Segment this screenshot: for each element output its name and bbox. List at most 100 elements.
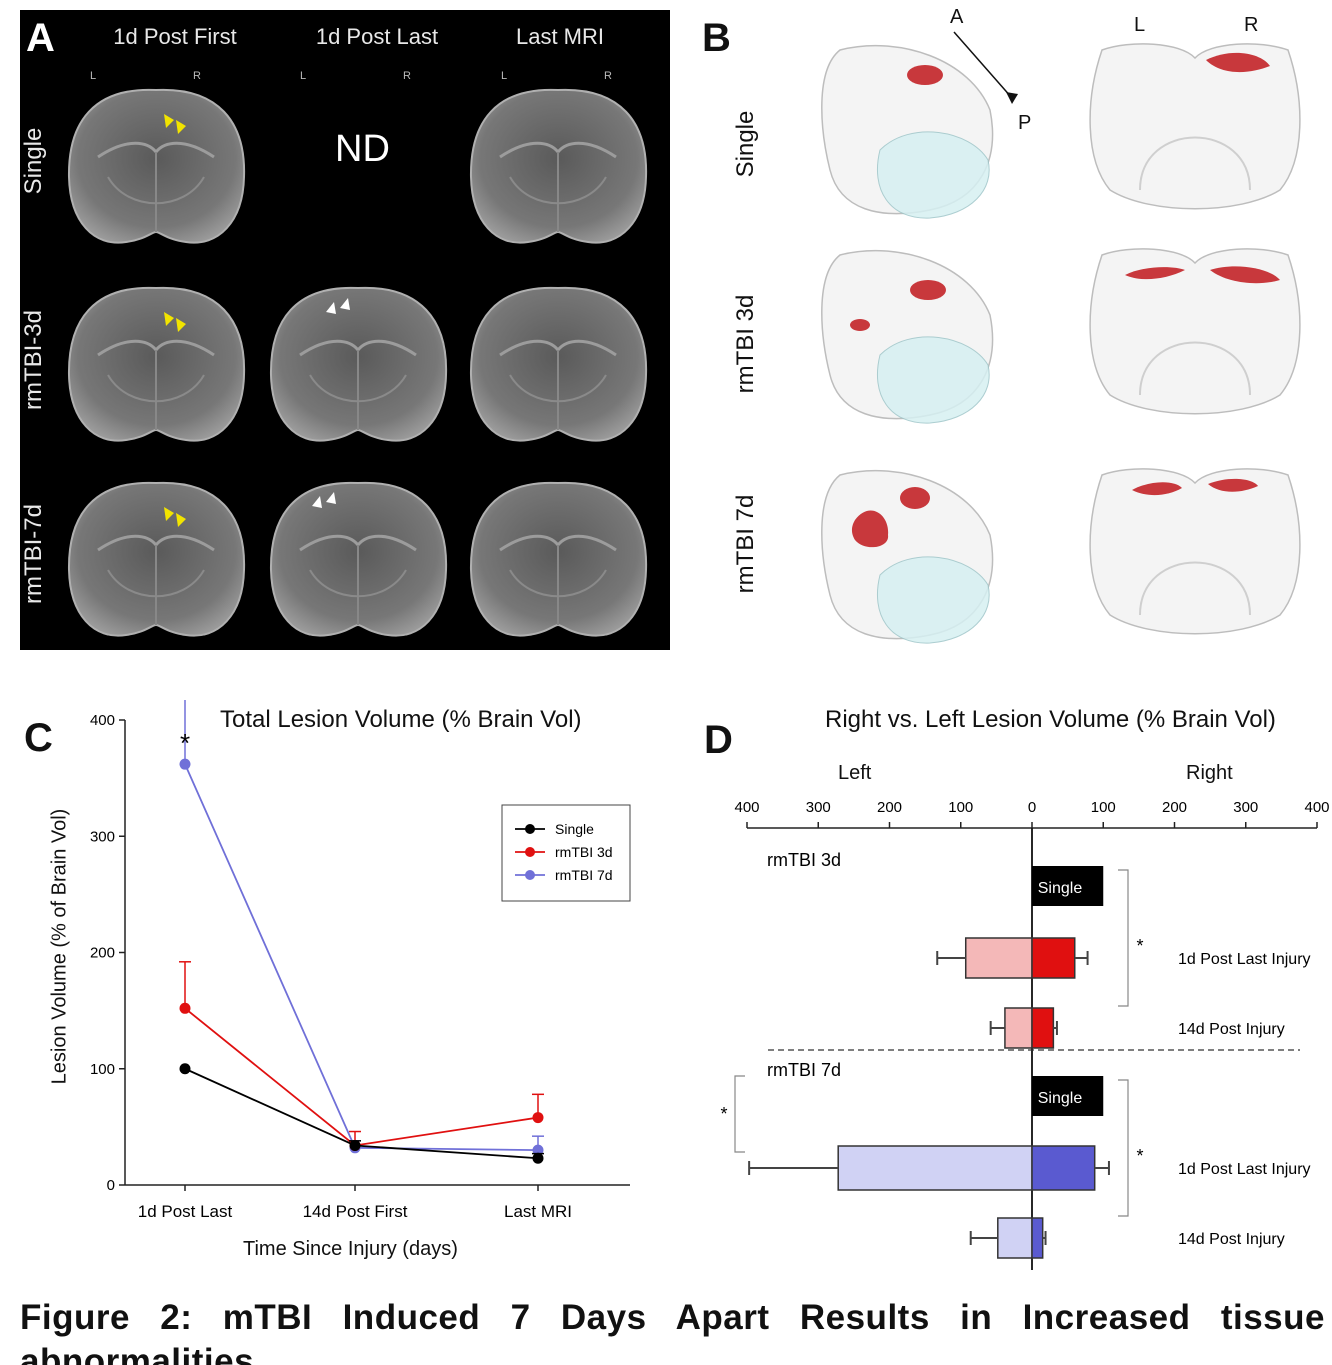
lesion-render bbox=[900, 487, 930, 509]
lesion-arrowhead-icon bbox=[164, 312, 174, 326]
row-label-rmtbi-7d: rmTBI 7d bbox=[732, 494, 759, 594]
x-tick-label: 400 bbox=[1304, 799, 1329, 816]
significance-star: * bbox=[1136, 936, 1143, 956]
anterior-label: A bbox=[950, 6, 964, 28]
data-point bbox=[532, 1112, 544, 1124]
brain-renders bbox=[821, 31, 1301, 644]
nd-label: ND bbox=[335, 128, 390, 170]
legend-label: rmTBI 7d bbox=[555, 867, 613, 883]
panel-c-letter: C bbox=[24, 716, 53, 760]
lr-right-label: R bbox=[604, 70, 612, 82]
comparison-bracket bbox=[1118, 869, 1129, 1007]
brain-coronal-render bbox=[1089, 248, 1301, 415]
lr-left-label: L bbox=[90, 70, 97, 82]
data-point bbox=[179, 1002, 191, 1014]
lesion-render bbox=[1132, 482, 1182, 496]
lesion-arrowhead-icon bbox=[326, 492, 336, 504]
row-label-single: Single bbox=[732, 110, 759, 178]
significance-star: * bbox=[1136, 1146, 1143, 1166]
a-p-arrow-line bbox=[953, 31, 1013, 99]
hippocampus-outline bbox=[107, 176, 205, 205]
legend-label: Single bbox=[555, 821, 594, 837]
row-label-rmtbi-3d: rmTBI 3d bbox=[732, 294, 759, 394]
lesion-arrowhead-icon bbox=[340, 298, 350, 310]
lesion-render bbox=[851, 510, 889, 548]
single-bar bbox=[1032, 866, 1104, 906]
x-tick-label: 200 bbox=[877, 799, 902, 816]
brain-coronal-render bbox=[1089, 43, 1301, 210]
lr-right-label: R bbox=[403, 70, 411, 82]
right-bar bbox=[1031, 1145, 1096, 1191]
y-tick-label: 100 bbox=[90, 1061, 115, 1078]
hippocampus-outline bbox=[309, 374, 407, 403]
lr-left-label: L bbox=[300, 70, 307, 82]
left-bar bbox=[837, 1145, 1033, 1191]
right-bar bbox=[1031, 1007, 1055, 1049]
left-bar bbox=[964, 937, 1033, 979]
right-label: R bbox=[1244, 14, 1259, 36]
data-point bbox=[179, 758, 191, 770]
lesion-render bbox=[1208, 478, 1258, 492]
panel-a-letter: A bbox=[26, 16, 55, 60]
group-label: rmTBI 7d bbox=[767, 1060, 841, 1080]
right-bar bbox=[1031, 1217, 1044, 1259]
left-label: L bbox=[1134, 14, 1146, 36]
lr-right-label: R bbox=[193, 70, 201, 82]
chart-d: 400 300 200 100 0 100 200 300 400 rmTBI 3d Single 1… bbox=[720, 799, 1330, 1270]
lesion-arrowhead-icon bbox=[312, 496, 322, 508]
single-bar bbox=[1032, 1076, 1104, 1116]
col-label-1d-post-first: 1d Post First bbox=[113, 24, 237, 49]
single-bar-label: Single bbox=[1038, 1090, 1083, 1107]
left-bar bbox=[1004, 1007, 1033, 1049]
data-point bbox=[349, 1139, 361, 1151]
chart-d-title: Right vs. Left Lesion Volume (% Brain Vo… bbox=[825, 706, 1276, 733]
x-tick-label: 14d Post First bbox=[303, 1202, 408, 1221]
col-label-last-mri: Last MRI bbox=[515, 24, 605, 49]
hippocampus-outline bbox=[309, 569, 407, 598]
chart-d-left-label: Left bbox=[838, 762, 872, 784]
lesion-arrowhead-icon bbox=[164, 507, 174, 521]
row-label: 1d Post Last Injury bbox=[1178, 1161, 1311, 1178]
panel-b-letter: B bbox=[702, 16, 731, 60]
y-tick-label: 400 bbox=[90, 712, 115, 729]
lesion-render bbox=[850, 319, 870, 331]
chart-c-title: Total Lesion Volume (% Brain Vol) bbox=[220, 706, 582, 733]
brain-coronal-render bbox=[1089, 468, 1301, 635]
legend-label: rmTBI 3d bbox=[555, 844, 613, 860]
chart-c-xlabel: Time Since Injury (days) bbox=[243, 1238, 458, 1260]
col-label-1d-post-last: 1d Post Last bbox=[315, 24, 439, 49]
significance-star: * bbox=[180, 728, 190, 758]
left-bar bbox=[997, 1217, 1033, 1259]
x-tick-label: 0 bbox=[1028, 799, 1036, 816]
lr-left-label: L bbox=[501, 70, 508, 82]
x-tick-label: 100 bbox=[948, 799, 973, 816]
posterior-label: P bbox=[1018, 112, 1032, 134]
lesion-render bbox=[910, 280, 946, 300]
right-bar bbox=[1031, 937, 1076, 979]
lesion-arrowhead-icon bbox=[326, 302, 336, 314]
hippocampus-outline bbox=[107, 374, 205, 403]
x-tick-label: 300 bbox=[1233, 799, 1258, 816]
lesion-render bbox=[907, 65, 943, 85]
x-tick-label: 100 bbox=[1091, 799, 1116, 816]
y-tick-label: 300 bbox=[90, 828, 115, 845]
comparison-bracket bbox=[1118, 1079, 1129, 1217]
single-bar-label: Single bbox=[1038, 880, 1083, 897]
series-line bbox=[184, 1007, 539, 1147]
legend-marker bbox=[525, 870, 535, 880]
hippocampus-render bbox=[876, 336, 990, 424]
ventricle-outline bbox=[1139, 341, 1251, 396]
legend-marker bbox=[525, 824, 535, 834]
hippocampus-outline bbox=[509, 374, 607, 403]
y-tick-label: 0 bbox=[107, 1177, 115, 1194]
lesion-arrowhead-icon bbox=[176, 120, 186, 134]
hippocampus-render bbox=[876, 131, 990, 219]
chart-d-right-label: Right bbox=[1186, 762, 1233, 784]
lesion-arrowhead-icon bbox=[164, 114, 174, 128]
lesion-render bbox=[1125, 267, 1185, 280]
hippocampus-outline bbox=[509, 569, 607, 598]
group-label: rmTBI 3d bbox=[767, 850, 841, 870]
panel-d-letter: D bbox=[704, 718, 733, 762]
x-tick-label: 200 bbox=[1162, 799, 1187, 816]
row-label: 1d Post Last Injury bbox=[1178, 951, 1311, 968]
